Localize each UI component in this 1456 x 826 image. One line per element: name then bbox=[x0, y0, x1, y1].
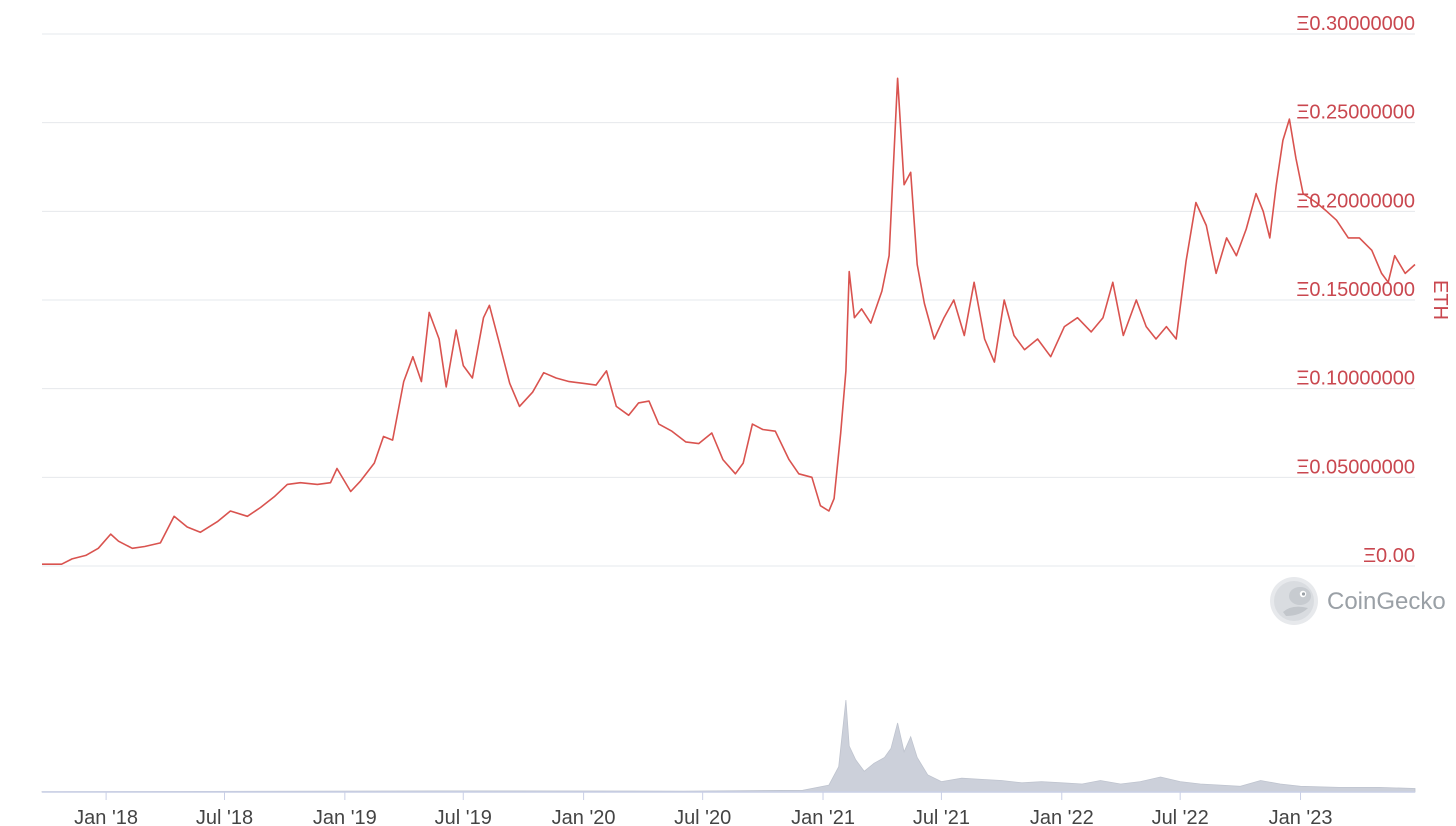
y-tick-label: Ξ0.15000000 bbox=[1296, 279, 1415, 301]
x-tick-label: Jul '18 bbox=[196, 807, 253, 826]
y-tick-label: Ξ0.10000000 bbox=[1296, 368, 1415, 390]
y-axis: Ξ0.00 Ξ0.05000000 Ξ0.10000000 Ξ0.15000000 Ξ0… bbox=[1296, 13, 1415, 567]
coingecko-gecko-icon bbox=[1270, 577, 1318, 625]
y-tick-label: Ξ0.20000000 bbox=[1296, 190, 1415, 212]
coingecko-watermark: CoinGecko bbox=[1270, 577, 1446, 625]
price-line bbox=[42, 77, 1416, 565]
x-tick-label: Jul '20 bbox=[674, 807, 731, 826]
volume-area bbox=[41, 699, 1416, 793]
x-tick-label: Jan '23 bbox=[1269, 807, 1333, 826]
x-tick-label: Jul '21 bbox=[913, 807, 970, 826]
x-tick-label: Jan '22 bbox=[1030, 807, 1094, 826]
x-tick-label: Jul '19 bbox=[435, 807, 492, 826]
y-tick-label: Ξ0.05000000 bbox=[1296, 456, 1415, 478]
y-tick-label: Ξ0.25000000 bbox=[1296, 102, 1415, 124]
x-axis: Jan '18 Jul '18 Jan '19 Jul '19 Jan '20 Jul '… bbox=[42, 791, 1415, 826]
x-tick-label: Jan '21 bbox=[791, 807, 855, 826]
y-tick-label: Ξ0.00 bbox=[1363, 545, 1415, 567]
x-tick-label: Jan '18 bbox=[74, 807, 138, 826]
coingecko-wordmark: CoinGecko bbox=[1327, 588, 1446, 615]
volume-bars bbox=[41, 699, 1416, 793]
gridlines bbox=[42, 33, 1415, 567]
price-line-series bbox=[42, 77, 1416, 565]
x-tick-label: Jan '20 bbox=[552, 807, 616, 826]
y-tick-label: Ξ0.30000000 bbox=[1296, 13, 1415, 35]
y-axis-label: ETH bbox=[1429, 280, 1451, 320]
x-tick-label: Jul '22 bbox=[1152, 807, 1209, 826]
x-tick-label: Jan '19 bbox=[313, 807, 377, 826]
